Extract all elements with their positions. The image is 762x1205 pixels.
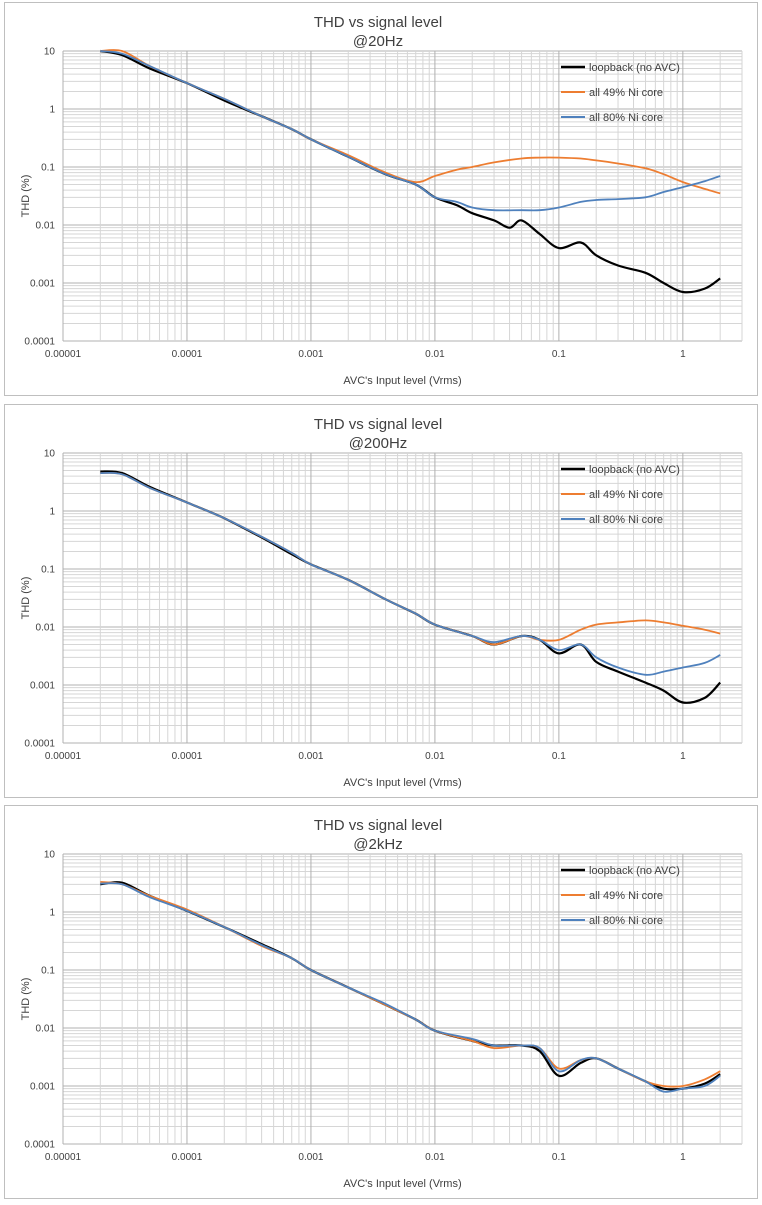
x-tick-label: 1 [680, 1152, 686, 1163]
x-axis-label: AVC's Input level (Vrms) [343, 375, 461, 387]
x-tick-label: 0.001 [298, 349, 323, 360]
legend-label: all 80% Ni core [589, 915, 663, 927]
chart-subtitle: @2kHz [353, 836, 402, 853]
chart-panel-20hz: THD vs signal level @20Hz 0.0001 0.001 0.01 0… [4, 2, 758, 396]
x-tick-label: 0.01 [425, 751, 445, 762]
y-axis-label: THD (%) [20, 978, 32, 1021]
chart-svg: THD vs signal level @200Hz 0.0001 0.001 0.01… [20, 416, 743, 789]
series-line-1 [100, 470, 721, 704]
x-axis-label: AVC's Input level (Vrms) [343, 1178, 461, 1190]
series-line-3 [100, 471, 721, 676]
legend-label: all 80% Ni core [589, 112, 663, 124]
x-tick-label: 0.01 [425, 349, 445, 360]
x-tick-label: 0.1 [552, 751, 566, 762]
x-tick-label: 0.00001 [45, 349, 82, 360]
x-tick-label: 0.00001 [45, 751, 82, 762]
chart-title: THD vs signal level [314, 817, 442, 834]
legend-label: all 80% Ni core [589, 514, 663, 526]
y-tick-label: 0.1 [41, 163, 55, 174]
x-tick-label: 0.0001 [172, 751, 203, 762]
series-line-3 [100, 882, 721, 1093]
legend: loopback (no AVC) all 49% Ni core all 80% … [561, 62, 680, 124]
legend-label: all 49% Ni core [589, 489, 663, 501]
y-axis-label: THD (%) [20, 175, 32, 218]
legend-label: all 49% Ni core [589, 890, 663, 902]
gridlines [62, 452, 743, 744]
chart-panel-200hz: THD vs signal level @200Hz 0.0001 0.001 0.01… [4, 404, 758, 798]
legend-label: all 49% Ni core [589, 87, 663, 99]
x-tick-label: 1 [680, 751, 686, 762]
x-tick-label: 0.001 [298, 1152, 323, 1163]
chart-panel-2khz: THD vs signal level @2kHz 0.0001 0.001 0.01 0… [4, 805, 758, 1199]
chart-svg: THD vs signal level @2kHz 0.0001 0.001 0.01 0… [20, 817, 743, 1190]
y-tick-label: 0.01 [36, 1024, 56, 1035]
legend-label: loopback (no AVC) [589, 62, 680, 74]
x-tick-label: 1 [680, 349, 686, 360]
gridlines [62, 853, 743, 1145]
x-tick-label: 0.1 [552, 1152, 566, 1163]
y-tick-label: 1 [49, 105, 55, 116]
chart-title: THD vs signal level [314, 416, 442, 433]
chart-title: THD vs signal level [314, 14, 442, 31]
y-tick-label: 10 [44, 449, 56, 460]
chart-svg: THD vs signal level @20Hz 0.0001 0.001 0.01 0… [20, 14, 743, 387]
legend-label: loopback (no AVC) [589, 464, 680, 476]
x-tick-label: 0.1 [552, 349, 566, 360]
y-tick-label: 0.001 [30, 279, 55, 290]
chart-subtitle: @200Hz [349, 435, 408, 452]
y-tick-label: 0.0001 [24, 1140, 55, 1151]
legend: loopback (no AVC) all 49% Ni core all 80% … [561, 464, 680, 526]
y-axis-label: THD (%) [20, 577, 32, 620]
y-tick-label: 0.01 [36, 221, 56, 232]
legend: loopback (no AVC) all 49% Ni core all 80% … [561, 865, 680, 927]
x-tick-label: 0.00001 [45, 1152, 82, 1163]
legend-label: loopback (no AVC) [589, 865, 680, 877]
gridlines [62, 50, 743, 342]
y-tick-label: 10 [44, 850, 56, 861]
x-tick-label: 0.0001 [172, 349, 203, 360]
chart-subtitle: @20Hz [353, 33, 403, 50]
y-tick-label: 0.1 [41, 966, 55, 977]
y-tick-label: 0.0001 [24, 739, 55, 750]
y-tick-label: 0.0001 [24, 337, 55, 348]
y-tick-label: 0.001 [30, 681, 55, 692]
x-tick-label: 0.01 [425, 1152, 445, 1163]
series-line-1 [100, 49, 721, 294]
x-tick-label: 0.001 [298, 751, 323, 762]
y-tick-label: 1 [49, 507, 55, 518]
y-tick-label: 0.01 [36, 623, 56, 634]
y-tick-label: 0.1 [41, 565, 55, 576]
series-line-3 [100, 50, 721, 212]
y-tick-label: 10 [44, 47, 56, 58]
x-axis-label: AVC's Input level (Vrms) [343, 777, 461, 789]
y-tick-label: 0.001 [30, 1082, 55, 1093]
x-tick-label: 0.0001 [172, 1152, 203, 1163]
y-tick-label: 1 [49, 908, 55, 919]
